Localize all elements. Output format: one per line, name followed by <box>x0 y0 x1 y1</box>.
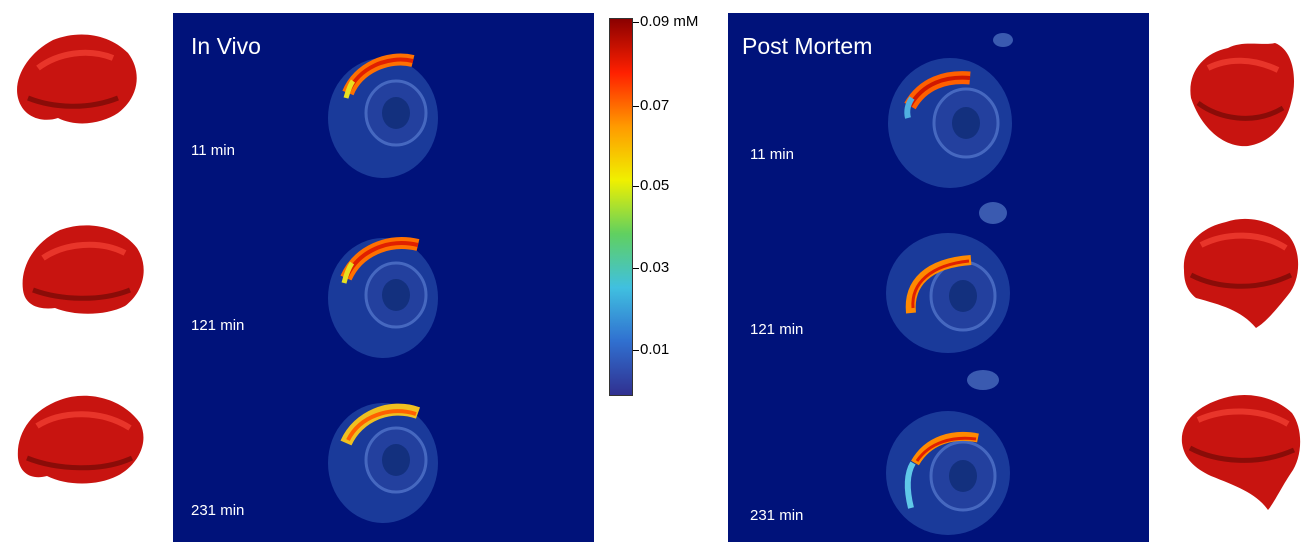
mri-slice-invivo-121 <box>328 237 438 358</box>
colorbar-tick <box>633 106 639 107</box>
colorbar-label-max: 0.09 mM <box>640 13 699 30</box>
mri-slice-postmortem-11 <box>888 33 1013 188</box>
heart-3d-model-postmortem-121 <box>1183 218 1299 328</box>
colorbar-label: 0.07 <box>640 97 670 114</box>
post-mortem-title: Post Mortem <box>742 33 873 59</box>
heart-3d-model-postmortem-231 <box>1181 394 1301 510</box>
heart-3d-model-invivo-11 <box>17 34 137 124</box>
in-vivo-time-121: 121 min <box>191 317 245 334</box>
in-vivo-time-231: 231 min <box>191 502 245 519</box>
heart-3d-model-invivo-121 <box>22 225 144 314</box>
colorbar <box>609 18 633 396</box>
mri-slice-invivo-231 <box>328 403 438 523</box>
in-vivo-time-11: 11 min <box>191 142 235 159</box>
colorbar-label: 0.05 <box>640 177 670 194</box>
colorbar-label: 0.03 <box>640 259 670 276</box>
post-mortem-panel: Post Mortem 11 min 121 min 231 min <box>728 13 1149 542</box>
post-mortem-time-11: 11 min <box>750 146 794 163</box>
post-mortem-time-231: 231 min <box>750 507 804 524</box>
heart-3d-model-postmortem-11 <box>1190 43 1295 147</box>
mri-slice-postmortem-121 <box>886 202 1010 353</box>
in-vivo-title: In Vivo <box>191 33 261 59</box>
colorbar-label: 0.01 <box>640 341 670 358</box>
in-vivo-panel: In Vivo 11 min 121 min 231 min <box>173 13 594 542</box>
post-mortem-time-121: 121 min <box>750 321 804 338</box>
colorbar-tick <box>633 186 639 187</box>
colorbar-tick <box>633 350 639 351</box>
mri-slice-postmortem-231 <box>886 370 1010 535</box>
mri-slice-invivo-11 <box>328 53 438 178</box>
colorbar-tick <box>633 268 639 269</box>
heart-3d-model-invivo-231 <box>17 395 144 484</box>
colorbar-tick <box>633 22 639 23</box>
